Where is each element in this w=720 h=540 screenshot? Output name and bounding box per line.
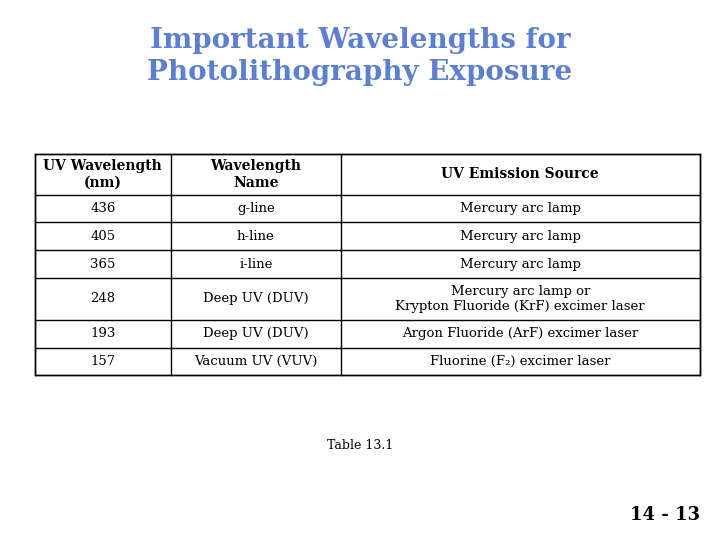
Text: Mercury arc lamp: Mercury arc lamp bbox=[460, 202, 580, 215]
Text: Argon Fluoride (ArF) excimer laser: Argon Fluoride (ArF) excimer laser bbox=[402, 327, 639, 340]
Text: 14 - 13: 14 - 13 bbox=[630, 506, 700, 524]
Text: Mercury arc lamp: Mercury arc lamp bbox=[460, 230, 580, 243]
Text: 436: 436 bbox=[90, 202, 115, 215]
Text: 248: 248 bbox=[90, 292, 115, 306]
Text: Mercury arc lamp: Mercury arc lamp bbox=[460, 258, 580, 271]
Text: 193: 193 bbox=[90, 327, 115, 340]
Text: 365: 365 bbox=[90, 258, 115, 271]
Text: UV Wavelength
(nm): UV Wavelength (nm) bbox=[43, 159, 162, 190]
Text: Deep UV (DUV): Deep UV (DUV) bbox=[203, 292, 309, 306]
Text: Wavelength
Name: Wavelength Name bbox=[210, 159, 301, 190]
Text: Vacuum UV (VUV): Vacuum UV (VUV) bbox=[194, 355, 318, 368]
Text: Deep UV (DUV): Deep UV (DUV) bbox=[203, 327, 309, 340]
Text: UV Emission Source: UV Emission Source bbox=[441, 167, 599, 181]
Text: h-line: h-line bbox=[237, 230, 274, 243]
Text: 157: 157 bbox=[90, 355, 115, 368]
Text: Table 13.1: Table 13.1 bbox=[327, 439, 393, 452]
Text: i-line: i-line bbox=[239, 258, 272, 271]
Text: 405: 405 bbox=[90, 230, 115, 243]
Text: g-line: g-line bbox=[237, 202, 274, 215]
Text: Important Wavelengths for
Photolithography Exposure: Important Wavelengths for Photolithograp… bbox=[148, 27, 572, 86]
Text: Fluorine (F₂) excimer laser: Fluorine (F₂) excimer laser bbox=[430, 355, 611, 368]
Text: Mercury arc lamp or
Krypton Fluoride (KrF) excimer laser: Mercury arc lamp or Krypton Fluoride (Kr… bbox=[395, 285, 645, 313]
